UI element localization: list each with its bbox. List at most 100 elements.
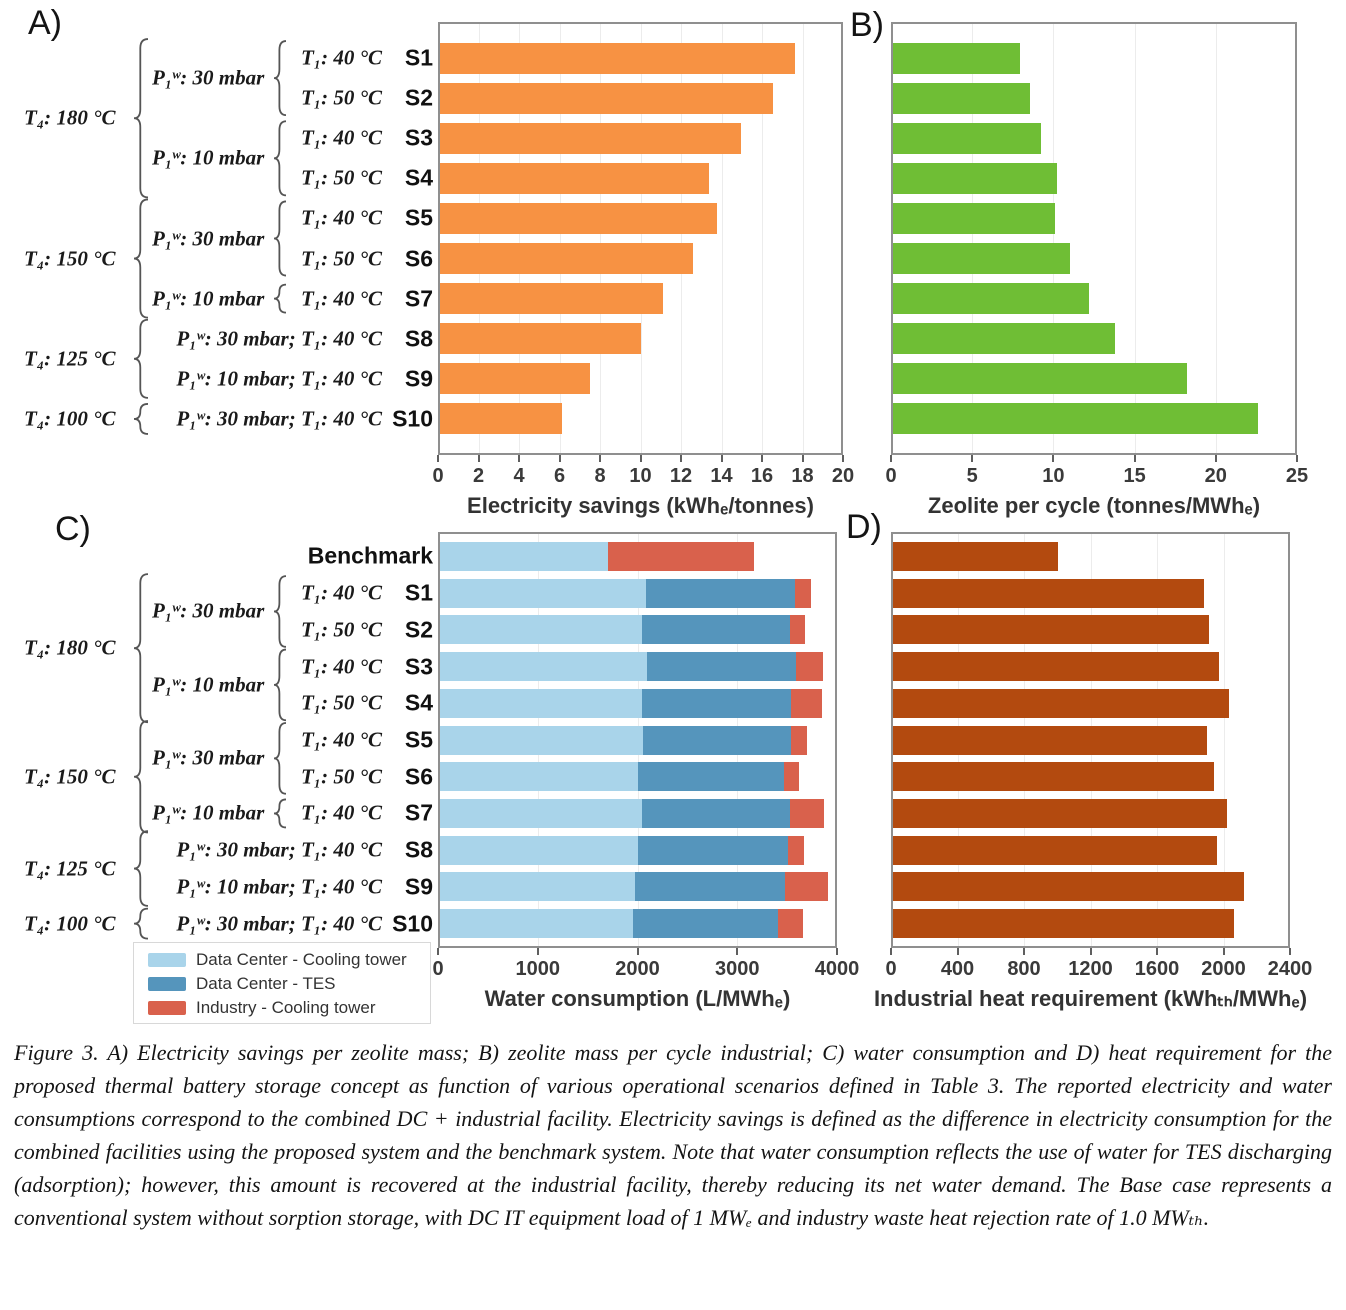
gridline-B-10 (1053, 24, 1055, 453)
tick-A-20 (842, 455, 844, 462)
bar-C-S4-seg1 (642, 688, 791, 718)
tick-C-0 (437, 948, 439, 955)
bar-C-S2-seg2 (789, 615, 806, 645)
tick-B-20 (1214, 455, 1217, 462)
tick-D-1200 (1089, 948, 1092, 955)
t1-label-C-10: P₁ʷ: 30 mbar; T₁: 40 °C (176, 911, 382, 936)
tick-B-25 (1296, 455, 1298, 462)
legend-label-1: Data Center - TES (196, 974, 336, 993)
ticklabel-C-3000: 3000 (715, 958, 760, 980)
legend-label-0: Data Center - Cooling tower (196, 950, 407, 969)
tick-A-14 (720, 455, 723, 462)
bar-A-S10 (440, 403, 563, 435)
bar-D-S8 (893, 835, 1218, 865)
scenario-label-C-S1: S1 (404, 579, 433, 606)
t1-label-C-4: T₁: 50 °C (300, 690, 382, 715)
scenario-label-C-S4: S4 (404, 689, 433, 716)
p-label-A-2: P₁ʷ: 30 mbar (152, 226, 265, 250)
bar-C-S6-seg2 (783, 762, 800, 792)
ticklabel-D-2400: 2400 (1267, 958, 1313, 980)
panel-tag-A: A) (28, 4, 62, 42)
bar-C-S7-seg0 (440, 798, 643, 828)
p-label-C-3: P₁ʷ: 10 mbar (152, 800, 265, 825)
panel-tag-B: B) (850, 6, 884, 44)
legend-item-2: Industry - Cooling tower (148, 998, 376, 1018)
t4-brace-C-2 (133, 830, 149, 907)
p-label-C-0: P₁ʷ: 30 mbar (152, 598, 265, 623)
t4-brace-A-1 (133, 198, 149, 319)
tick-D-0 (890, 948, 892, 955)
bar-D-S2 (893, 615, 1209, 645)
gridline-B-5 (972, 24, 974, 453)
bar-C-Benchmark-seg2 (607, 541, 755, 571)
ticklabel-C-4000: 4000 (814, 958, 860, 980)
bar-D-S10 (893, 909, 1234, 939)
bar-C-S5-seg1 (643, 725, 791, 755)
scenario-label-C-S2: S2 (404, 616, 433, 643)
bar-B-S4 (893, 162, 1058, 194)
scenario-label-C-S9: S9 (404, 873, 433, 900)
gridline-A-16 (762, 24, 763, 453)
t1-label-C-8: P₁ʷ: 30 mbar; T₁: 40 °C (176, 837, 382, 862)
tick-D-400 (956, 948, 959, 955)
t4-brace-C-0 (133, 573, 149, 724)
benchmark-label: Benchmark (307, 542, 433, 569)
scenario-label-A-S10: S10 (392, 405, 433, 432)
t1-label-C-5: T₁: 40 °C (300, 727, 382, 752)
tick-A-8 (599, 455, 601, 462)
ticklabel-C-2000: 2000 (615, 958, 660, 980)
tick-B-0 (890, 455, 892, 462)
t4-label-C-0: T₄: 180 °C (24, 635, 116, 660)
ticklabel-B-15: 15 (1123, 465, 1146, 487)
bar-D-S4 (893, 688, 1229, 718)
bar-B-S7 (893, 283, 1090, 315)
ticklabel-A-18: 18 (791, 465, 814, 487)
bar-C-Benchmark-seg0 (440, 541, 608, 571)
bar-A-S3 (440, 122, 741, 154)
ticklabel-A-12: 12 (669, 465, 693, 487)
p-label-A-0: P₁ʷ: 30 mbar (152, 65, 265, 90)
gridline-A-8 (600, 24, 601, 453)
bar-C-S8-seg1 (638, 835, 788, 865)
scenario-label-C-S10: S10 (392, 910, 433, 937)
bar-C-S9-seg2 (784, 872, 829, 902)
bar-B-S9 (893, 363, 1188, 395)
gridline-D-2000 (1223, 534, 1225, 946)
t1-label-A-10: P₁ʷ: 30 mbar; T₁: 40 °C (176, 406, 382, 431)
bar-C-S4-seg2 (790, 688, 823, 718)
xlabel-A: Electricity savings (kWhₑ/tonnes) (467, 493, 814, 518)
ticklabel-A-10: 10 (629, 465, 652, 487)
bar-C-S6-seg0 (440, 762, 638, 792)
tick-A-4 (518, 455, 520, 462)
t1-label-A-4: T₁: 50 °C (300, 165, 382, 190)
p-brace-C-1 (273, 648, 287, 722)
bar-C-S6-seg1 (637, 762, 784, 792)
gridline-A-2 (478, 24, 480, 453)
gridline-A-14 (721, 24, 723, 453)
tick-A-0 (437, 455, 439, 462)
ticklabel-D-1600: 1600 (1134, 958, 1180, 980)
xlabel-B: Zeolite per cycle (tonnes/MWhₑ) (927, 493, 1261, 518)
t1-label-C-3: T₁: 40 °C (300, 654, 382, 679)
ticklabel-D-400: 400 (940, 958, 975, 980)
scenario-label-A-S3: S3 (404, 124, 433, 151)
t4-label-A-2: T₄: 125 °C (24, 346, 116, 371)
scenario-label-A-S1: S1 (404, 44, 433, 71)
bar-D-S3 (893, 652, 1219, 682)
scenario-label-C-S6: S6 (404, 763, 433, 790)
ticklabel-A-4: 4 (513, 465, 525, 487)
bar-C-S8-seg2 (787, 835, 805, 865)
tick-C-3000 (736, 948, 739, 955)
bar-C-S10-seg0 (440, 909, 633, 939)
p-brace-A-0 (273, 40, 287, 117)
t4-label-C-3: T₄: 100 °C (24, 911, 116, 936)
scenario-label-A-S2: S2 (404, 84, 433, 111)
t1-label-C-9: P₁ʷ: 10 mbar; T₁: 40 °C (176, 874, 382, 899)
scenario-label-A-S4: S4 (404, 164, 433, 191)
bar-D-S7 (893, 798, 1228, 828)
scenario-label-A-S8: S8 (404, 325, 433, 352)
tick-A-2 (477, 455, 480, 462)
ticklabel-B-5: 5 (966, 465, 978, 487)
bar-A-S6 (440, 243, 693, 275)
bar-C-S10-seg1 (632, 909, 778, 939)
